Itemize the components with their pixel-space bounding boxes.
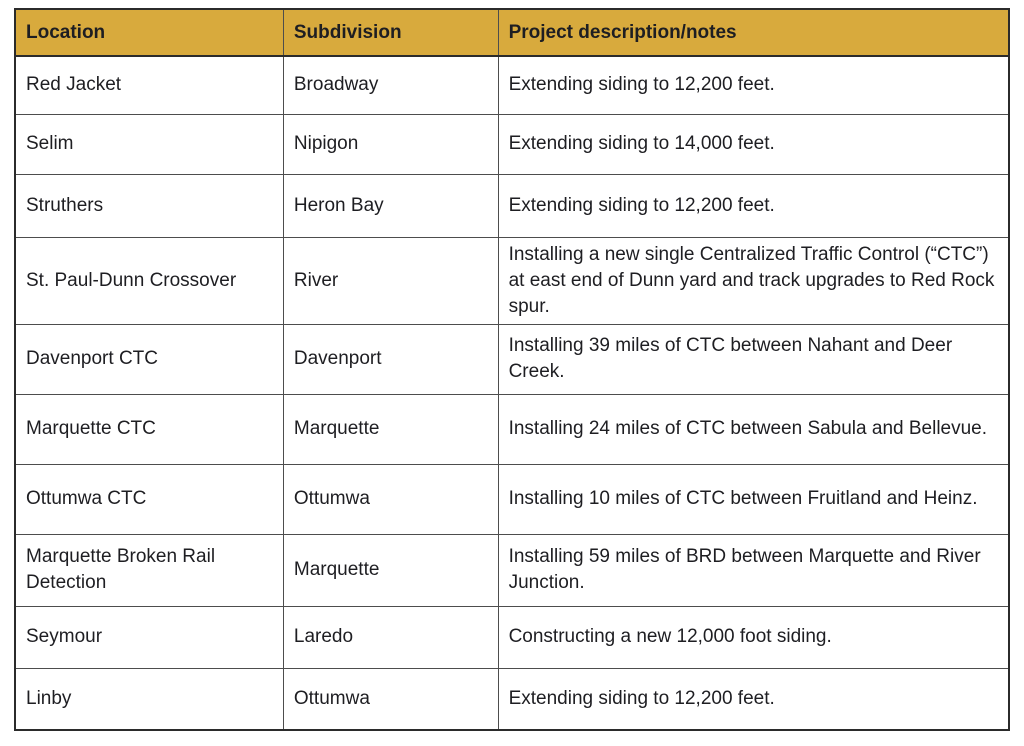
cell-subdivision: Nipigon (282, 113, 499, 175)
cell-subdivision: Ottumwa (282, 463, 499, 535)
cell-subdivision: Marquette (282, 393, 499, 465)
cell-location: St. Paul-Dunn Crossover (14, 236, 284, 325)
cell-subdivision: Ottumwa (282, 667, 499, 731)
cell-description: Constructing a new 12,000 foot siding. (497, 605, 1010, 669)
cell-location: Marquette Broken Rail Detection (14, 533, 284, 607)
cell-subdivision: Laredo (282, 605, 499, 669)
table-row: St. Paul-Dunn Crossover River Installing… (14, 236, 1010, 325)
cell-location: Davenport CTC (14, 323, 284, 395)
cell-description: Installing a new single Centralized Traf… (497, 236, 1010, 325)
table-row: Ottumwa CTC Ottumwa Installing 10 miles … (14, 463, 1010, 535)
column-header-location: Location (14, 8, 284, 57)
cell-subdivision: Heron Bay (282, 173, 499, 238)
projects-table: Location Subdivision Project description… (14, 8, 1010, 731)
cell-subdivision: Broadway (282, 55, 499, 115)
cell-description: Installing 59 miles of BRD between Marqu… (497, 533, 1010, 607)
column-header-subdivision: Subdivision (282, 8, 499, 57)
table-row: Marquette Broken Rail Detection Marquett… (14, 533, 1010, 607)
cell-description: Extending siding to 12,200 feet. (497, 173, 1010, 238)
cell-description: Installing 24 miles of CTC between Sabul… (497, 393, 1010, 465)
table-row: Linby Ottumwa Extending siding to 12,200… (14, 667, 1010, 731)
cell-description: Extending siding to 12,200 feet. (497, 55, 1010, 115)
table-row: Struthers Heron Bay Extending siding to … (14, 173, 1010, 238)
cell-description: Installing 39 miles of CTC between Nahan… (497, 323, 1010, 395)
cell-location: Seymour (14, 605, 284, 669)
table-row: Selim Nipigon Extending siding to 14,000… (14, 113, 1010, 175)
cell-location: Red Jacket (14, 55, 284, 115)
cell-location: Marquette CTC (14, 393, 284, 465)
cell-description: Installing 10 miles of CTC between Fruit… (497, 463, 1010, 535)
table-row: Seymour Laredo Constructing a new 12,000… (14, 605, 1010, 669)
cell-subdivision: Davenport (282, 323, 499, 395)
cell-subdivision: River (282, 236, 499, 325)
cell-location: Selim (14, 113, 284, 175)
column-header-description: Project description/notes (497, 8, 1010, 57)
table-header-row: Location Subdivision Project description… (14, 8, 1010, 57)
table-row: Davenport CTC Davenport Installing 39 mi… (14, 323, 1010, 395)
cell-description: Extending siding to 14,000 feet. (497, 113, 1010, 175)
table-row: Marquette CTC Marquette Installing 24 mi… (14, 393, 1010, 465)
cell-subdivision: Marquette (282, 533, 499, 607)
cell-location: Struthers (14, 173, 284, 238)
table-row: Red Jacket Broadway Extending siding to … (14, 55, 1010, 115)
cell-location: Ottumwa CTC (14, 463, 284, 535)
cell-description: Extending siding to 12,200 feet. (497, 667, 1010, 731)
cell-location: Linby (14, 667, 284, 731)
